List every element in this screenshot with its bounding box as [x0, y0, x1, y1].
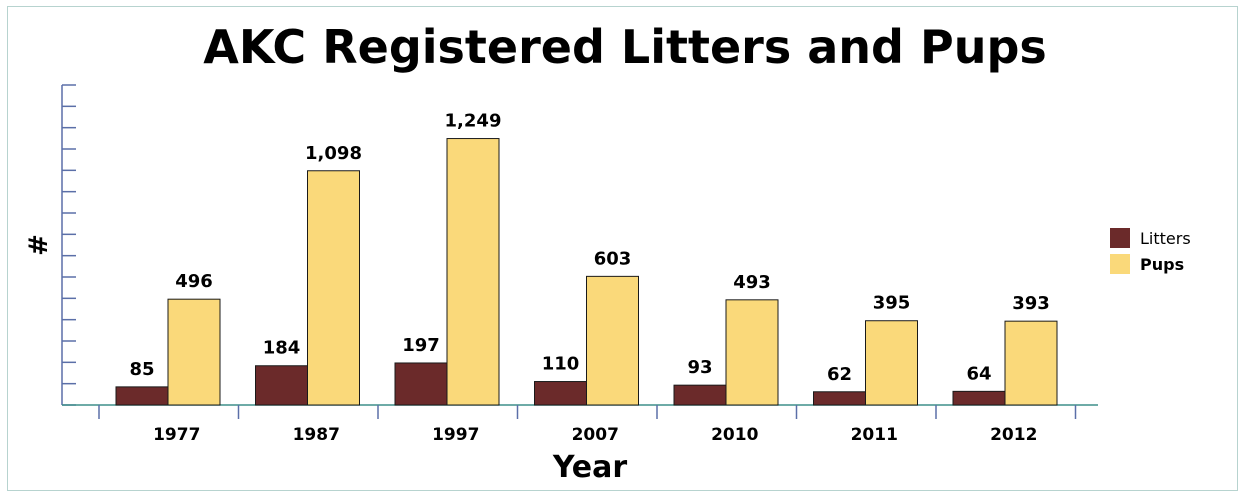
data-label-litters: 93	[687, 357, 712, 378]
data-label-litters: 64	[966, 363, 991, 384]
data-label-pups: 395	[873, 293, 911, 314]
bar-litters	[255, 365, 308, 406]
legend-label-pups: Pups	[1140, 254, 1185, 274]
data-label-pups: 1,098	[305, 143, 362, 164]
data-label-pups: 1,249	[445, 111, 502, 132]
bar-litters	[673, 384, 727, 406]
chart-frame	[7, 6, 1238, 491]
data-label-litters: 184	[263, 338, 301, 359]
bar-pups	[446, 138, 500, 406]
chart-title: AKC Registered Litters and Pups	[203, 20, 1047, 74]
data-label-litters: 197	[402, 335, 440, 356]
bar-litters	[394, 362, 448, 406]
x-tick-label: 2012	[990, 425, 1037, 445]
legend-item-pups: Pups	[1110, 251, 1191, 277]
bar-pups	[307, 170, 360, 406]
bar-pups	[167, 298, 221, 406]
data-label-pups: 393	[1012, 293, 1050, 314]
x-tick-label: 1987	[293, 425, 340, 445]
bar-litters	[952, 390, 1006, 406]
bar-pups	[725, 299, 779, 406]
x-tick-label: 1977	[153, 425, 200, 445]
legend-item-litters: Litters	[1110, 225, 1191, 251]
x-tick-label: 1997	[432, 425, 479, 445]
bar-pups	[586, 275, 639, 406]
bar-litters	[534, 381, 587, 406]
legend-swatch-pups	[1110, 254, 1130, 274]
data-label-pups: 493	[733, 272, 771, 293]
data-label-litters: 85	[129, 359, 154, 380]
data-label-pups: 496	[175, 271, 213, 292]
data-label-litters: 110	[542, 354, 580, 375]
bar-litters	[115, 386, 169, 406]
legend: Litters Pups	[1110, 225, 1191, 277]
data-label-litters: 62	[827, 364, 852, 385]
legend-label-litters: Litters	[1140, 228, 1191, 248]
x-tick-label: 2011	[851, 425, 898, 445]
data-label-pups: 603	[594, 248, 632, 269]
x-axis-label: Year	[552, 450, 628, 485]
x-tick-label: 2007	[572, 425, 619, 445]
bar-pups	[1004, 320, 1058, 406]
legend-swatch-litters	[1110, 228, 1130, 248]
bar-litters	[813, 391, 866, 406]
bar-pups	[865, 320, 918, 406]
x-tick-label: 2010	[711, 425, 758, 445]
